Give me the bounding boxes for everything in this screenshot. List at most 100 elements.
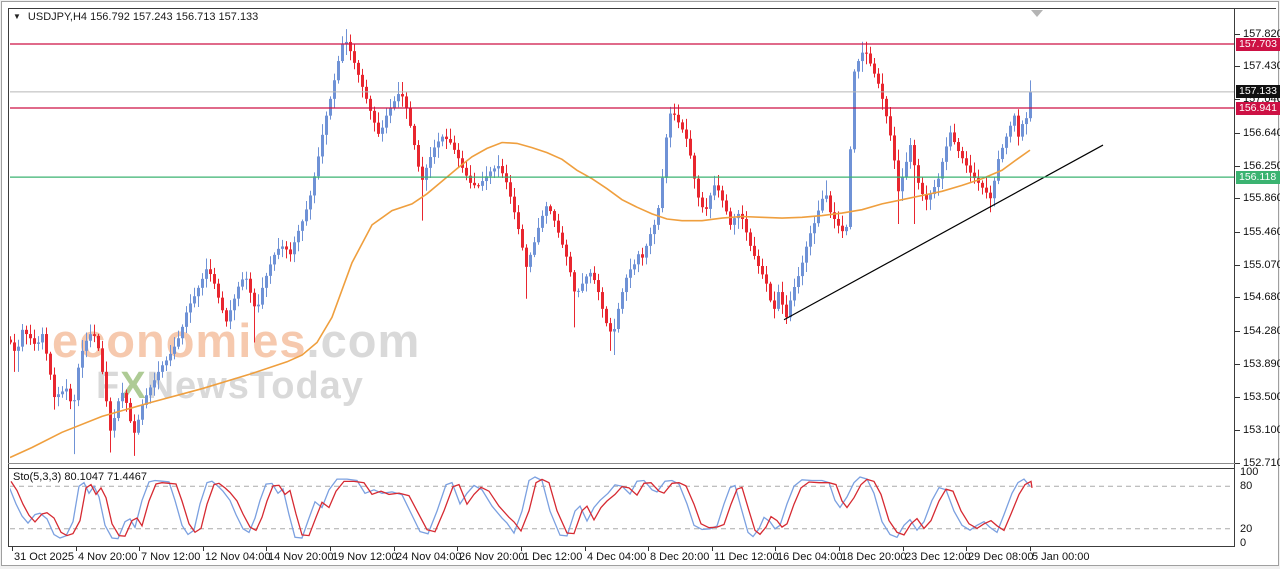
candle	[289, 242, 292, 262]
candle	[849, 146, 852, 230]
candle	[781, 281, 784, 314]
candle	[589, 269, 592, 284]
candle	[913, 139, 916, 225]
candle	[385, 107, 388, 134]
candle	[117, 398, 120, 422]
candle	[1017, 109, 1020, 146]
candle	[873, 58, 876, 78]
candle	[525, 244, 528, 299]
candle	[10, 336, 12, 345]
candle	[561, 226, 564, 249]
candle	[73, 394, 76, 455]
candle	[165, 356, 168, 371]
candle	[981, 180, 984, 195]
candle	[761, 258, 764, 279]
candle	[309, 190, 312, 220]
candle	[917, 158, 920, 190]
candle	[641, 247, 644, 266]
candle	[593, 266, 596, 284]
stochastic-d-line	[10, 478, 1033, 537]
candle	[193, 287, 196, 308]
candle	[869, 46, 872, 67]
candle	[229, 300, 232, 330]
candle	[13, 333, 16, 372]
candle	[449, 128, 452, 145]
candle	[773, 291, 776, 319]
candle	[37, 336, 40, 351]
candle	[729, 207, 732, 230]
candle	[605, 306, 608, 327]
candle	[941, 158, 944, 189]
candle	[357, 59, 360, 83]
candle	[33, 329, 36, 351]
candle	[341, 36, 344, 63]
candle	[801, 255, 804, 286]
candle	[265, 272, 268, 297]
candle	[349, 34, 352, 61]
candle	[653, 219, 656, 245]
candle	[437, 132, 440, 158]
candle	[153, 372, 156, 396]
candle	[829, 191, 832, 218]
candle	[417, 140, 420, 172]
candles-layer	[10, 29, 1032, 456]
candle	[333, 73, 336, 109]
candle	[105, 361, 108, 407]
candle	[381, 120, 384, 142]
candle	[197, 285, 200, 307]
candle	[493, 165, 496, 179]
candle	[661, 168, 664, 213]
candle	[549, 204, 552, 215]
candle	[569, 251, 572, 277]
stochastic-k-line	[10, 476, 1031, 540]
candle	[261, 277, 264, 309]
candle	[21, 323, 24, 352]
candle	[633, 259, 636, 275]
candle	[973, 162, 976, 184]
candle	[793, 278, 796, 307]
chevron-down-icon[interactable]: ▼	[13, 12, 21, 21]
candle	[517, 205, 520, 235]
candle	[249, 272, 252, 303]
candle	[345, 29, 348, 55]
main-panel	[10, 29, 1234, 459]
candle	[353, 43, 356, 70]
candle	[533, 237, 536, 258]
candle	[537, 217, 540, 245]
candle	[405, 92, 408, 119]
candle	[893, 126, 896, 169]
candle	[573, 269, 576, 328]
main-panel-bottom-border	[8, 463, 1235, 464]
trendline[interactable]	[783, 144, 1104, 321]
candle	[201, 273, 204, 296]
candle	[113, 409, 116, 438]
candle	[1001, 144, 1004, 163]
candle	[269, 256, 272, 284]
candle	[285, 241, 288, 259]
candle	[293, 236, 296, 263]
candle	[665, 134, 668, 184]
candle	[949, 125, 952, 151]
candle	[1021, 120, 1024, 141]
candle	[169, 344, 172, 367]
candle	[245, 271, 248, 290]
candle	[237, 281, 240, 307]
candle	[509, 174, 512, 204]
candle	[453, 135, 456, 155]
moving-average-line[interactable]	[10, 141, 1031, 459]
chart-shift-marker-icon[interactable]	[1031, 10, 1043, 17]
candle	[609, 317, 612, 351]
price-axis-separator	[1234, 8, 1235, 547]
candle	[857, 58, 860, 79]
candle	[361, 68, 364, 98]
candle	[597, 273, 600, 301]
candle	[513, 187, 516, 220]
candle	[501, 158, 504, 178]
candle	[629, 258, 632, 289]
candle	[821, 190, 824, 213]
candle	[233, 294, 236, 321]
candle	[897, 149, 900, 225]
candle	[1013, 113, 1016, 132]
candle	[813, 216, 816, 244]
